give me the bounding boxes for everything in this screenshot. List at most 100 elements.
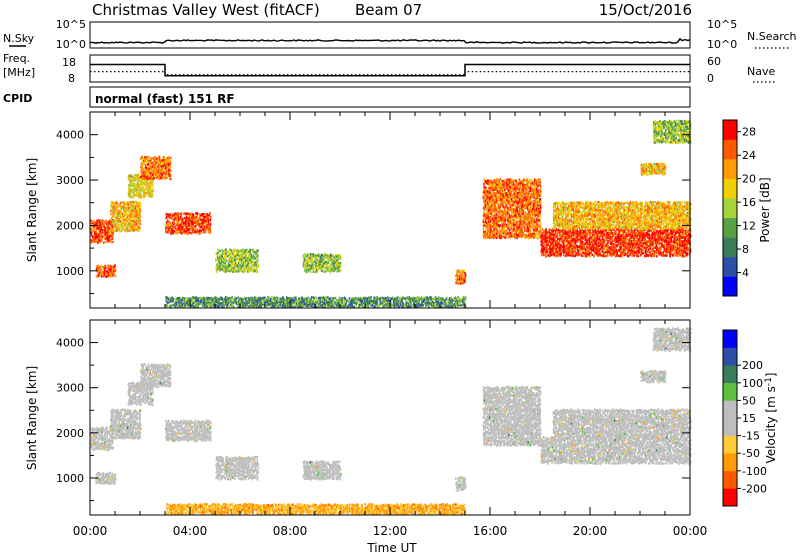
colorbar-swatch: [723, 139, 737, 160]
scatter-region: [165, 212, 212, 235]
colorbar-swatch: [723, 178, 737, 199]
colorbar-swatch: [723, 159, 737, 179]
x-tick-label: 04:00: [173, 524, 208, 538]
velocity-colorbar-label: Velocity [m s-1]: [764, 373, 778, 464]
scatter-region: [215, 455, 260, 481]
n-search-label: N.Search: [747, 30, 797, 43]
cpid-text: normal (fast) 151 RF: [95, 92, 235, 106]
scatter-region: [110, 408, 142, 440]
scatter-region: [482, 385, 542, 447]
colorbar-swatch: [723, 470, 737, 489]
y-tick-label: 2000: [56, 219, 84, 232]
colorbar-swatch: [723, 198, 737, 219]
freq-trace: [90, 63, 690, 77]
scatter-region: [455, 476, 467, 492]
velocity-x-ticks: [89, 320, 691, 515]
y-tick-label: 2000: [56, 427, 84, 440]
scatter-region: [652, 327, 692, 352]
power-panel: 1000 2000 3000 4000 Slant Range [km]: [25, 111, 692, 309]
noise-tick-bottom-right: 10^0: [707, 38, 737, 51]
colorbar-tick-label: -15: [742, 430, 760, 443]
colorbar-swatch: [723, 217, 737, 238]
scatter-region: [302, 460, 342, 481]
cpid-frame: [89, 86, 691, 108]
colorbar-swatch: [723, 330, 737, 348]
colorbar-swatch: [723, 256, 737, 277]
scatter-region: [215, 248, 259, 274]
colorbar-swatch: [723, 382, 737, 401]
scatter-region: [552, 408, 692, 438]
colorbar-swatch: [723, 453, 737, 472]
scatter-region: [540, 435, 692, 465]
y-tick-label: 1000: [56, 472, 84, 485]
scatter-region: [90, 219, 115, 244]
n-sky-trace: [89, 37, 691, 44]
scatter-region: [552, 200, 692, 231]
x-tick-label: 20:00: [573, 524, 608, 538]
scatter-region: [140, 155, 172, 181]
scatter-region: [482, 178, 542, 240]
nave-label: Nave: [747, 65, 775, 78]
colorbar-tick-label: -200: [742, 482, 767, 495]
freq-label: Freq.: [3, 52, 30, 65]
freq-unit-label: [MHz]: [3, 66, 35, 79]
noise-tick-bottom-left: 10^0: [56, 38, 86, 51]
colorbar-tick-label: 100: [742, 377, 763, 390]
velocity-y-axis: 1000 2000 3000 4000: [56, 337, 690, 502]
site-title: Christmas Valley West (fitACF): [92, 1, 320, 19]
scatter-region: [95, 264, 117, 278]
colorbar-swatch: [723, 400, 737, 419]
colorbar-swatch: [723, 488, 737, 507]
scatter-region: [302, 253, 342, 274]
scatter-region: [165, 419, 212, 443]
n-sky-label: N.Sky: [3, 32, 35, 45]
date-label: 15/Oct/2016: [599, 1, 692, 19]
x-tick-label: 00:00: [673, 524, 708, 538]
scatter-region: [95, 471, 117, 485]
colorbar-swatch: [723, 237, 737, 258]
scatter-region: [455, 269, 467, 285]
freq-tick-top: 18: [62, 56, 76, 69]
scatter-region: [90, 426, 115, 452]
colorbar-swatch: [723, 418, 737, 436]
colorbar-swatch: [723, 276, 737, 297]
nave-tick-bottom: 0: [707, 72, 714, 85]
scatter-region: [640, 369, 667, 384]
y-tick-label: 4000: [56, 129, 84, 142]
power-colorbar-label: Power [dB]: [758, 177, 772, 242]
colorbar-tick-label: 20: [742, 173, 756, 186]
colorbar-tick-label: 8: [742, 243, 749, 256]
noise-tick-top-left: 10^5: [56, 18, 86, 31]
scatter-region: [110, 200, 142, 233]
nave-tick-top: 60: [707, 55, 721, 68]
colorbar-swatch: [723, 365, 737, 384]
colorbar-frame: [722, 119, 738, 297]
colorbar-tick-label: 28: [742, 126, 756, 139]
colorbar-swatch: [723, 347, 737, 366]
colorbar-swatch: [723, 120, 737, 140]
power-y-axis: 1000 2000 3000 4000: [56, 129, 690, 294]
scatter-region: [640, 162, 667, 176]
scatter-region: [140, 363, 172, 388]
colorbar-tick-label: 12: [742, 220, 756, 233]
x-tick-label: 16:00: [473, 524, 508, 538]
power-colorbar: 4 8 12 16 20 24 28: [722, 119, 756, 297]
cpid-label: CPID: [3, 92, 32, 105]
colorbar-tick-label: -100: [742, 465, 767, 478]
freq-frame: [89, 54, 691, 83]
scatter-region: [165, 296, 467, 309]
y-tick-label: 3000: [56, 382, 84, 395]
noise-frame: [89, 21, 691, 49]
colorbar-tick-label: 24: [742, 149, 756, 162]
y-tick-label: 3000: [56, 174, 84, 187]
nave-trace: [90, 71, 690, 76]
scatter-region: [652, 119, 692, 145]
colorbar-tick-label: 16: [742, 196, 756, 209]
beam-label: Beam 07: [355, 1, 422, 19]
colorbar-swatch: [723, 435, 737, 454]
power-ylabel: Slant Range [km]: [25, 158, 39, 262]
time-axis-title: Time UT: [366, 541, 417, 554]
time-axis-labels: 00:00 04:00 08:00 12:00 16:00 20:00 00:00: [73, 524, 708, 538]
y-tick-label: 4000: [56, 337, 84, 350]
